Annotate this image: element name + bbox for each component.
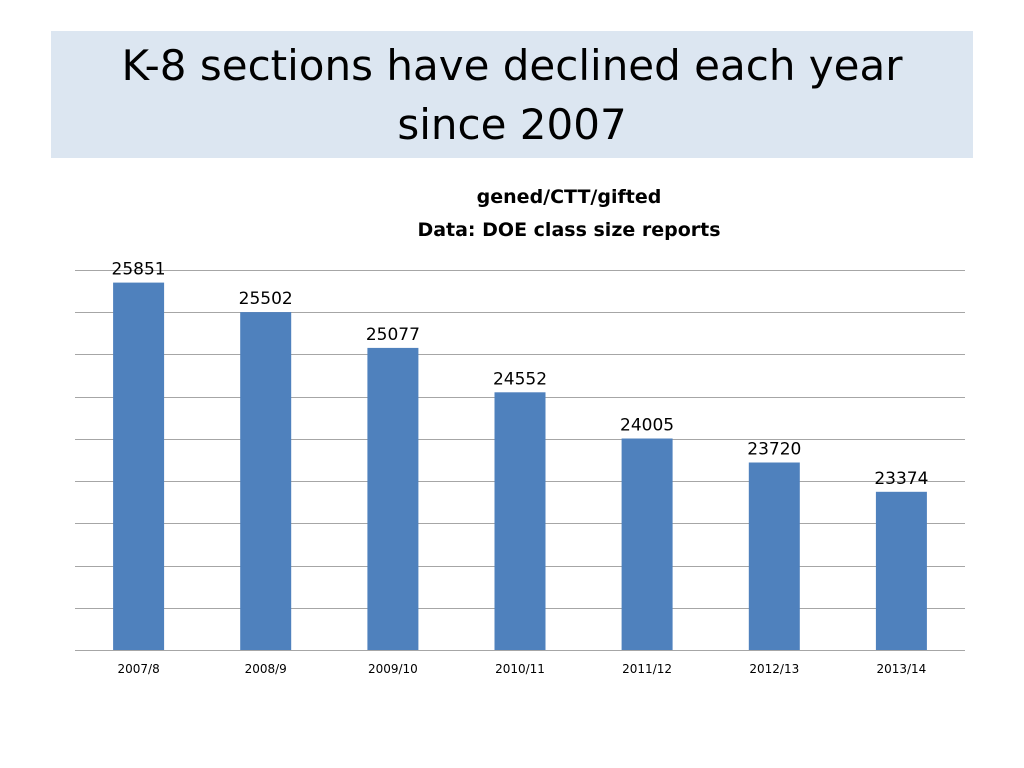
chart-title-line-1: gened/CTT/gifted xyxy=(477,186,662,208)
bar-2012-13 xyxy=(748,462,800,650)
x-tick-label-2008-9: 2008/9 xyxy=(245,662,287,676)
slide-title-box: K-8 sections have declined each year sin… xyxy=(51,31,973,158)
bar-2009-10 xyxy=(367,347,419,650)
data-label-2012-13: 23720 xyxy=(747,440,801,460)
slide-title: K-8 sections have declined each year sin… xyxy=(121,40,903,149)
x-tick-label-2009-10: 2009/10 xyxy=(368,662,418,676)
data-label-2009-10: 25077 xyxy=(366,325,420,345)
bar-2013-14 xyxy=(875,491,927,650)
x-tick-label-2007-8: 2007/8 xyxy=(117,662,159,676)
bar-2007-8 xyxy=(113,282,165,650)
x-tick-label-2013-14: 2013/14 xyxy=(876,662,926,676)
bar-2008-9 xyxy=(240,312,292,650)
x-axis-tick-labels: 2007/8 2008/9 2009/10 2010/11 2011/12 2012/13… xyxy=(117,662,926,676)
bar-2010-11 xyxy=(494,392,546,650)
x-tick-label-2011-12: 2011/12 xyxy=(622,662,672,676)
x-tick-label-2012-13: 2012/13 xyxy=(749,662,799,676)
x-tick-label-2010-11: 2010/11 xyxy=(495,662,545,676)
bar-2011-12 xyxy=(621,438,673,650)
bars xyxy=(113,282,927,650)
chart-title-line-2: Data: DOE class size reports xyxy=(417,219,720,241)
data-labels: 25851 25502 25077 24552 24005 23720 23374 xyxy=(112,260,929,489)
data-label-2008-9: 25502 xyxy=(239,289,293,309)
data-label-2013-14: 23374 xyxy=(874,469,928,489)
data-label-2010-11: 24552 xyxy=(493,369,547,389)
data-label-2011-12: 24005 xyxy=(620,416,674,436)
data-label-2007-8: 25851 xyxy=(112,260,166,280)
